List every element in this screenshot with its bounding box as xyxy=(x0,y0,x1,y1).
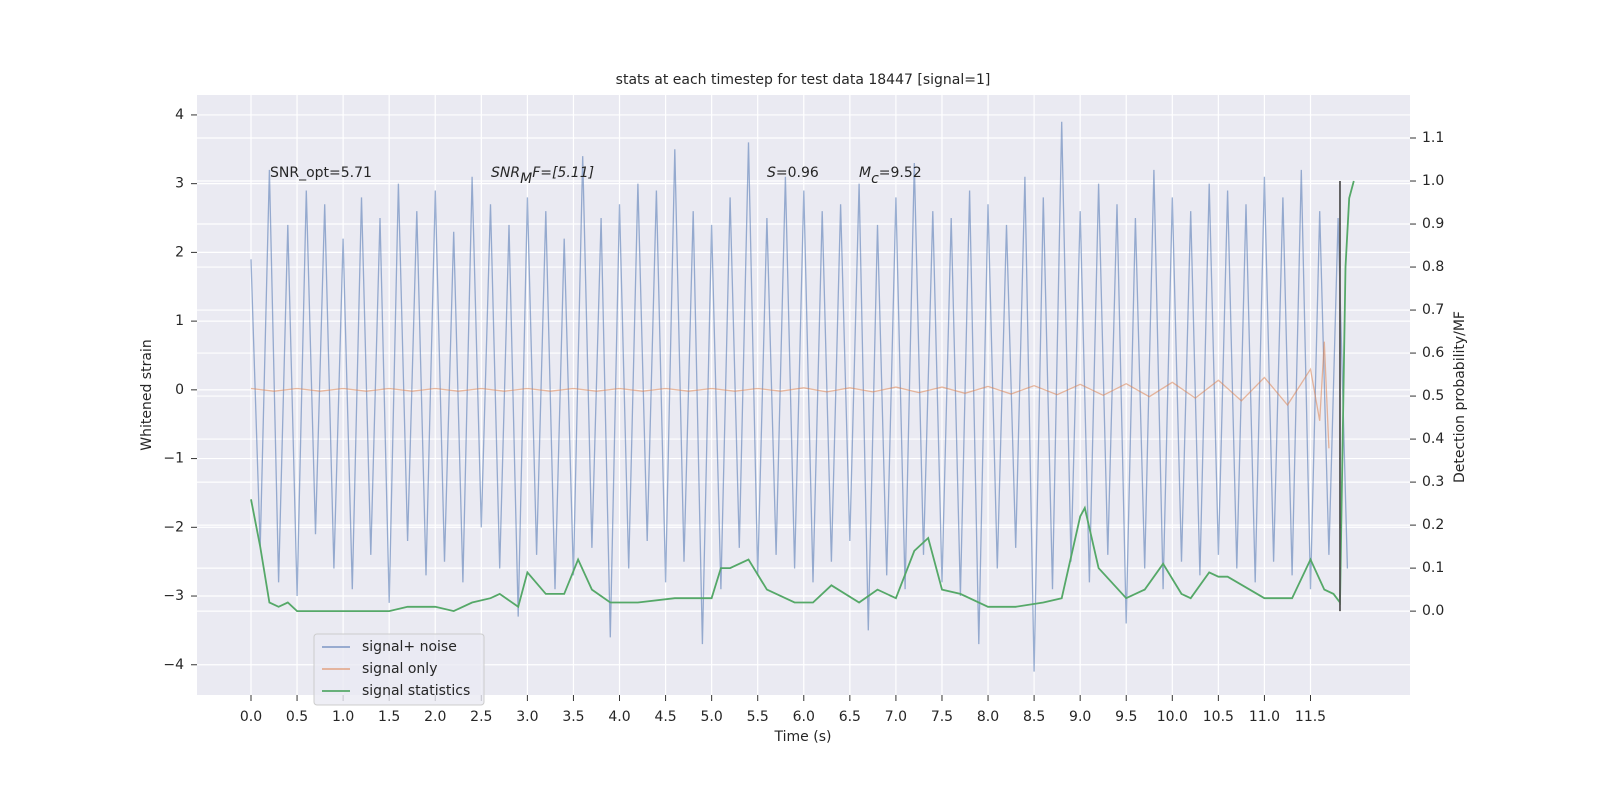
y-tick-label: 3 xyxy=(175,176,184,192)
y2-tick-label: 1.0 xyxy=(1422,173,1444,189)
y2-axis-label: Detection probability/MF xyxy=(1452,311,1468,483)
x-tick-label: 7.5 xyxy=(931,709,953,725)
y-tick-label: 1 xyxy=(175,313,184,329)
y2-tick-label: 0.0 xyxy=(1422,603,1444,619)
x-tick-label: 5.0 xyxy=(701,709,723,725)
legend-label: signal+ noise xyxy=(362,639,457,655)
series-line xyxy=(250,121,1349,672)
overlay: SNR_opt=5.71 SNRMF=[5.11] S=0.96 Mc=9.52sig… xyxy=(270,165,1341,706)
x-tick-label: 5.5 xyxy=(747,709,769,725)
x-tick-label: 4.5 xyxy=(654,709,676,725)
x-tick-label: 6.0 xyxy=(793,709,815,725)
y-tick-label: 4 xyxy=(175,107,184,123)
annotation: Mc=9.52 xyxy=(859,165,922,187)
x-tick-label: 3.0 xyxy=(516,709,538,725)
y-tick-label: −2 xyxy=(163,519,184,535)
x-tick-label: 2.5 xyxy=(470,709,492,725)
annotation: SNR_opt=5.71 xyxy=(270,165,372,181)
y-tick-label: 2 xyxy=(175,244,184,260)
x-tick-label: 10.0 xyxy=(1157,709,1188,725)
legend-label: signal statistics xyxy=(362,683,470,699)
legend-label: signal only xyxy=(362,661,437,677)
y-tick-label: −3 xyxy=(163,588,184,604)
y2-tick-label: 0.2 xyxy=(1422,517,1444,533)
y-axis-label: Whitened strain xyxy=(139,339,155,450)
y-tick-label: −1 xyxy=(163,451,184,467)
x-tick-label: 10.5 xyxy=(1203,709,1234,725)
x-tick-label: 4.0 xyxy=(608,709,630,725)
series-line xyxy=(250,341,1330,449)
marks xyxy=(250,121,1355,672)
x-tick-label: 11.0 xyxy=(1249,709,1280,725)
annotation-part: F=[5.11] xyxy=(532,165,594,181)
legend: signal+ noise signal only signal statistic… xyxy=(313,633,485,706)
x-tick-label: 8.0 xyxy=(977,709,999,725)
y2-tick-label: 0.3 xyxy=(1422,474,1444,490)
annotation-part: c xyxy=(871,171,879,187)
annotation-part: SNR_opt=5.71 xyxy=(270,165,372,181)
x-tick-label: 3.5 xyxy=(562,709,584,725)
y-tick-label: 0 xyxy=(175,382,184,398)
y2-tick-label: 0.8 xyxy=(1422,259,1444,275)
annotation-part: =9.52 xyxy=(879,165,922,181)
y2-tick-label: 0.1 xyxy=(1422,560,1444,576)
annotation-part: SNR xyxy=(491,165,520,181)
y2-tick-label: 0.9 xyxy=(1422,216,1444,232)
x-tick-label: 1.5 xyxy=(378,709,400,725)
y2-tick-label: 1.1 xyxy=(1422,130,1444,146)
x-tick-label: 9.0 xyxy=(1069,709,1091,725)
x-tick-label: 1.0 xyxy=(332,709,354,725)
x-tick-label: 0.5 xyxy=(286,709,308,725)
series-line xyxy=(250,180,1355,613)
x-tick-label: 6.5 xyxy=(839,709,861,725)
y2-tick-label: 0.5 xyxy=(1422,388,1444,404)
y2-tick-label: 0.6 xyxy=(1422,345,1444,361)
x-tick-label: 8.5 xyxy=(1023,709,1045,725)
x-tick-label: 11.5 xyxy=(1295,709,1326,725)
x-tick-label: 9.5 xyxy=(1115,709,1137,725)
x-axis-label: Time (s) xyxy=(774,729,832,745)
y2-tick-label: 0.4 xyxy=(1422,431,1444,447)
x-tick-label: 2.0 xyxy=(424,709,446,725)
legend-box xyxy=(313,633,485,706)
annotation-part: S xyxy=(767,165,776,181)
annotation: SNRMF=[5.11] xyxy=(491,165,594,187)
annotation-part: M xyxy=(859,165,871,181)
y2-tick-label: 0.7 xyxy=(1422,302,1444,318)
x-tick-label: 7.0 xyxy=(885,709,907,725)
x-tick-label: 0.0 xyxy=(240,709,262,725)
annotation-part: M xyxy=(520,171,532,187)
chart-title: stats at each timestep for test data 184… xyxy=(616,72,991,88)
annotation-part: =0.96 xyxy=(776,165,819,181)
y-tick-label: −4 xyxy=(163,657,184,673)
annotation: S=0.96 xyxy=(767,165,819,181)
